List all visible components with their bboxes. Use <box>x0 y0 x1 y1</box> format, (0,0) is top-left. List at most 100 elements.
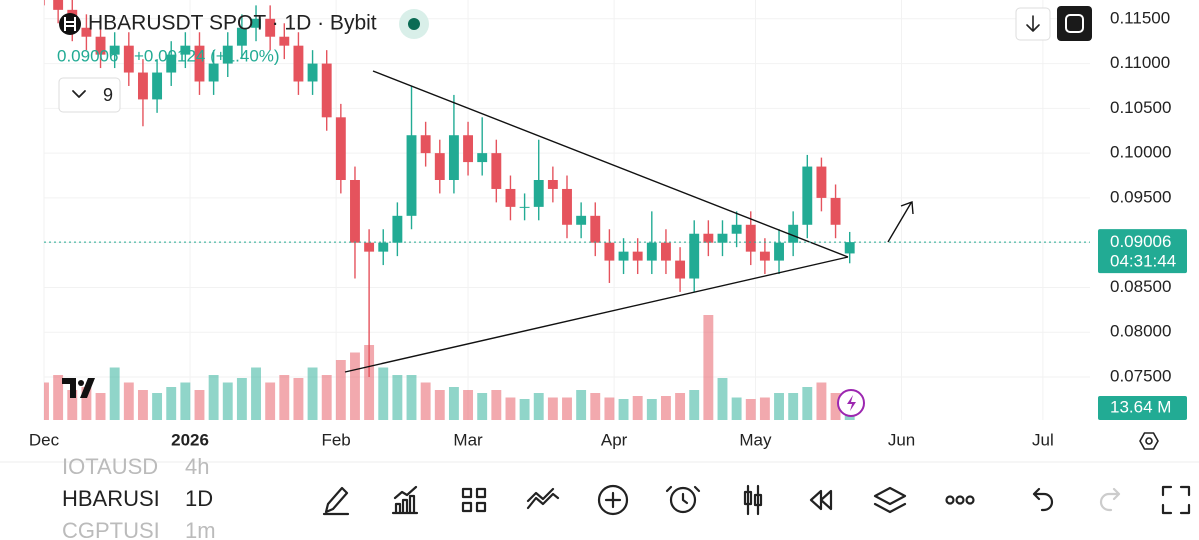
indicators-tool[interactable] <box>391 485 419 515</box>
volume-tag <box>1098 396 1187 420</box>
volume-bar <box>123 382 134 420</box>
volume-bar <box>109 367 120 420</box>
redo-tool[interactable] <box>1099 487 1121 512</box>
volume-bar <box>95 393 106 420</box>
candle-body <box>95 36 106 55</box>
x-tick-label: Jun <box>888 430 915 449</box>
settings-icon <box>1139 432 1159 450</box>
x-tick-label: Mar <box>453 430 483 449</box>
candle-body <box>774 242 784 261</box>
compare-icon <box>526 487 560 510</box>
chart-type-tool[interactable] <box>743 484 763 516</box>
symbol-interval: 1D <box>185 486 213 511</box>
expand-icon <box>1161 485 1191 515</box>
candle-body <box>166 54 177 73</box>
chevron <box>72 90 86 98</box>
plus-icon <box>604 491 622 509</box>
alert-tool[interactable] <box>665 485 701 514</box>
volume-bar <box>350 352 360 420</box>
candle-body <box>420 135 431 154</box>
status-dot <box>408 18 420 30</box>
symbol-wheel[interactable]: IOTAUSD 4h HBARUSI 1D CGPTUSI 1m <box>62 454 216 540</box>
fullscreen-icon <box>1065 14 1084 33</box>
candle-body <box>745 224 756 252</box>
candle-body <box>293 45 304 82</box>
candle-body <box>604 242 615 261</box>
volume-bar <box>618 399 629 420</box>
candle-body <box>830 197 841 225</box>
draw-tool[interactable] <box>322 486 350 516</box>
redo-icon <box>1099 487 1121 512</box>
replay-tool[interactable] <box>809 489 833 511</box>
volume-bar <box>689 390 700 420</box>
undo-tool[interactable] <box>1032 487 1054 512</box>
volume-bar <box>279 375 290 420</box>
candle-body <box>180 45 191 55</box>
candle-body <box>576 215 587 225</box>
candle-body <box>703 233 714 243</box>
volume-bar <box>137 390 148 420</box>
arrow <box>887 201 914 243</box>
volume-bar <box>519 399 530 420</box>
y-tick-label: 0.09500 <box>1110 187 1171 206</box>
volume-bar <box>321 375 332 420</box>
volume-bar <box>562 397 572 420</box>
dot <box>965 495 975 505</box>
symbol-title: HBARUSDT SPOT · 1D · Bybit <box>88 12 377 35</box>
indicator-toggle[interactable] <box>58 77 121 113</box>
x-tick-label: Dec <box>29 430 60 449</box>
axes: 0.075000.080000.085000.090000.095000.100… <box>29 8 1187 449</box>
volume-bar <box>774 393 784 420</box>
volume-bar <box>180 382 191 420</box>
fullscreen-button[interactable] <box>1057 6 1092 41</box>
candle-body <box>434 153 445 180</box>
trendlines <box>344 70 914 373</box>
symbol-name: IOTAUSD <box>62 454 158 479</box>
x-tick-label: May <box>739 430 772 449</box>
coin-glyph <box>64 17 76 31</box>
add-tool[interactable] <box>597 484 629 516</box>
candle-layer <box>44 0 855 378</box>
coin-icon <box>59 13 81 35</box>
rewind-icon <box>809 489 833 511</box>
dot <box>955 495 965 505</box>
indicator-icon <box>391 485 419 515</box>
volume-bar <box>251 367 261 420</box>
candle-body <box>505 188 516 207</box>
candle-body <box>816 166 827 198</box>
y-tick-label: 0.10500 <box>1110 98 1171 117</box>
compare-tool[interactable] <box>526 487 560 510</box>
volume-bar <box>307 367 318 420</box>
layers-icon <box>873 486 907 514</box>
y-tick-label: 0.11000 <box>1110 53 1170 72</box>
candle-icon <box>743 484 763 516</box>
candle-body <box>759 251 770 261</box>
indicator-count: 9 <box>103 85 113 105</box>
layout-tool[interactable] <box>461 487 487 513</box>
volume-bar <box>590 393 601 420</box>
volume-bar <box>576 390 587 420</box>
download-icon <box>1026 15 1040 32</box>
volume-bar <box>830 393 841 420</box>
change: +0.00124 (+1.40%) <box>134 46 280 65</box>
candle-body <box>788 224 799 243</box>
candle-body <box>251 18 261 28</box>
volume-bar <box>759 397 770 420</box>
symbol-name: HBARUSI <box>62 486 160 511</box>
expand-tool[interactable] <box>1161 485 1191 515</box>
candle-body <box>137 72 148 100</box>
settings-button[interactable] <box>1139 432 1159 450</box>
candle-body <box>689 233 700 279</box>
volume-label: 13.64 M <box>1110 397 1171 416</box>
volume-bar <box>81 387 92 420</box>
clock-icon <box>669 486 697 514</box>
symbol-name: CGPTUSI <box>62 518 160 540</box>
candle-body <box>194 45 205 82</box>
x-tick-label: Jul <box>1032 430 1054 449</box>
pen-icon <box>322 486 350 516</box>
countdown-label: 04:31:44 <box>1110 252 1176 271</box>
candle-body <box>590 215 601 243</box>
layers-tool[interactable] <box>873 486 907 514</box>
more-tool[interactable] <box>945 495 975 505</box>
